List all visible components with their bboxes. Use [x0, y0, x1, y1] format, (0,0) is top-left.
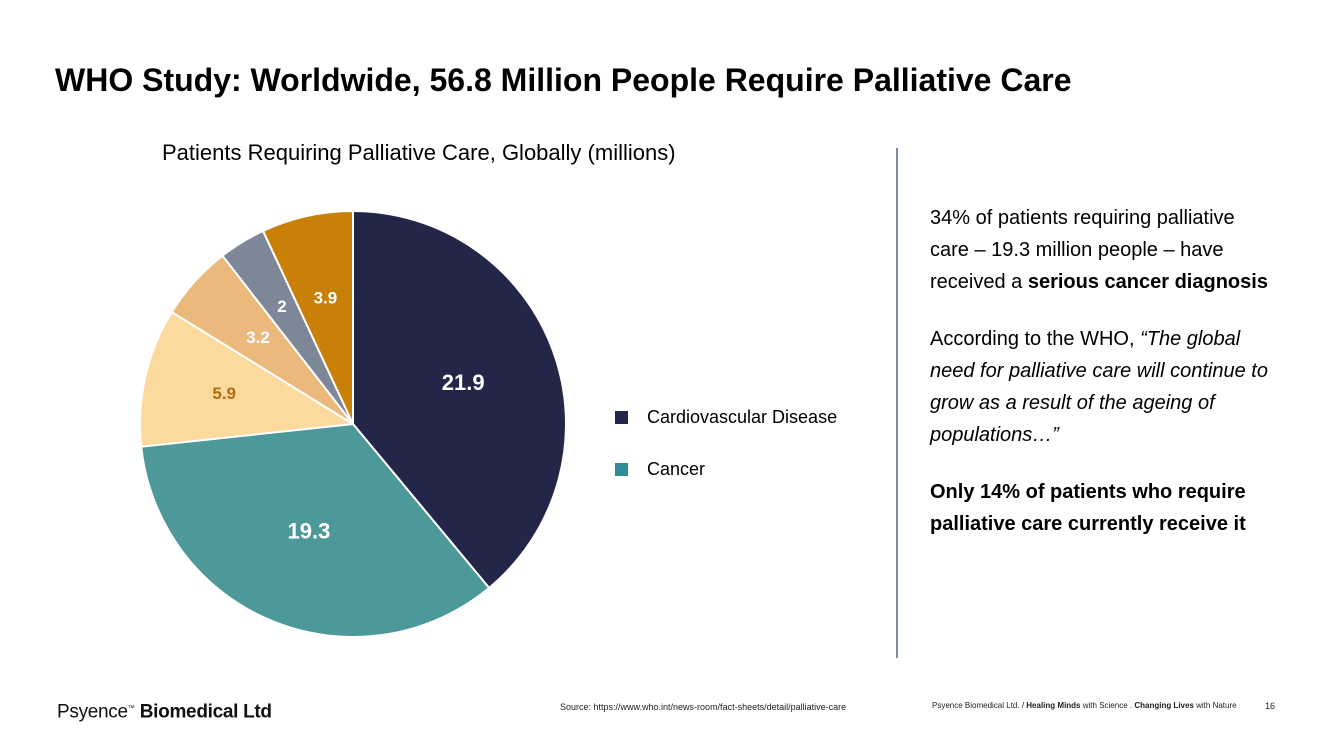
pie-data-label-4: 3.2: [246, 328, 270, 347]
pie-slice-2: [140, 423, 491, 638]
pie-data-label-5: 2: [277, 297, 286, 316]
vertical-divider: [896, 148, 898, 658]
page-number: 16: [1265, 701, 1276, 711]
pie-labels: 21.9 19.3 5.9 3.2 2 3.9: [212, 289, 484, 544]
tagline-healing-minds: Healing Minds: [1026, 701, 1081, 710]
pie-slice-4: [170, 254, 354, 425]
tagline-changing-lives: Changing Lives: [1134, 701, 1194, 710]
note-cancer-share-bold: serious cancer diagnosis: [1027, 271, 1268, 293]
legend-label-cancer: Cancer: [647, 459, 706, 479]
legend-swatch-cardiovascular: [615, 411, 628, 424]
logo-text-psyence: Psyence: [57, 701, 128, 723]
tagline-with-nature: with Nature: [1193, 701, 1237, 710]
note-who-quote: According to the WHO, “The global need f…: [930, 323, 1275, 451]
company-logo: Psyence™ Biomedical Ltd: [57, 697, 272, 724]
pie-slice-3: [139, 311, 354, 448]
note-care-received: Only 14% of patients who require palliat…: [930, 476, 1275, 540]
footer-tagline: Psyence Biomedical Ltd. / Healing Minds …: [932, 700, 1237, 712]
source-citation: Source: https://www.who.int/news-room/fa…: [560, 702, 847, 712]
note-cancer-share-text: 34% of patients requiring palliative car…: [930, 207, 1235, 293]
legend-label-cardiovascular: Cardiovascular Disease: [647, 407, 838, 427]
pie-slice-6: [262, 210, 354, 425]
pie-slice-5: [221, 229, 354, 425]
tagline-with-science: with Science .: [1080, 701, 1135, 710]
pie-slice-1: [352, 210, 567, 589]
logo-trademark: ™: [127, 705, 135, 712]
pie-data-label-6: 3.9: [314, 289, 338, 308]
pie-data-label-1: 21.9: [442, 370, 485, 395]
note-care-received-bold: Only 14% of patients who require palliat…: [930, 481, 1246, 535]
legend-swatch-cancer: [615, 463, 628, 476]
note-who-quote-text: “The global need for palliative care wil…: [930, 328, 1268, 446]
logo-text-biomedical: Biomedical Ltd: [134, 701, 272, 723]
chart-title: Patients Requiring Palliative Care, Glob…: [162, 140, 676, 165]
slide-title: WHO Study: Worldwide, 56.8 Million Peopl…: [55, 62, 1072, 98]
note-who-quote-intro: According to the WHO,: [930, 328, 1141, 350]
pie-slices: [139, 210, 567, 638]
pie-data-label-3: 5.9: [212, 384, 236, 403]
pie-data-label-2: 19.3: [287, 518, 330, 543]
tagline-company: Psyence Biomedical Ltd. /: [932, 701, 1027, 710]
note-cancer-share: 34% of patients requiring palliative car…: [930, 202, 1275, 298]
notes-panel: 34% of patients requiring palliative car…: [930, 202, 1275, 565]
